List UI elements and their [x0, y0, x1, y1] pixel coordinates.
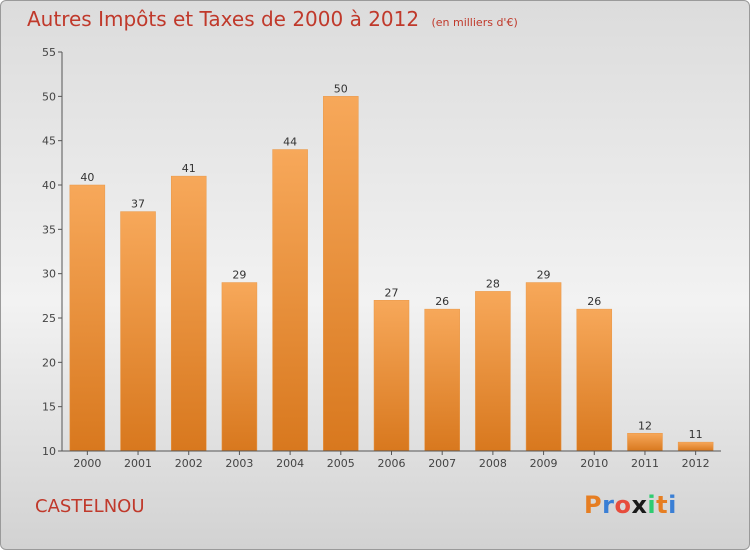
x-tick-label: 2007	[428, 457, 456, 470]
data-label-2002: 41	[182, 162, 196, 175]
y-axis: 10 15 20 25 30 35 40 45 50 55	[42, 46, 63, 458]
data-label-2003: 29	[232, 269, 246, 282]
bar-2009	[525, 282, 562, 452]
data-label-2006: 27	[385, 286, 399, 299]
y-tick-label: 25	[42, 312, 56, 325]
y-tick-label: 45	[42, 135, 56, 148]
y-tick-label: 50	[42, 90, 56, 103]
y-tick-label: 10	[42, 445, 56, 458]
data-label-2001: 37	[131, 198, 145, 211]
data-label-2005: 50	[334, 82, 348, 95]
commune-name: CASTELNOU	[35, 496, 145, 517]
data-label-2009: 29	[537, 269, 551, 282]
x-tick-label: 2012	[682, 457, 710, 470]
data-label-2011: 12	[638, 419, 652, 432]
x-tick-label: 2000	[73, 457, 101, 470]
y-tick-label: 35	[42, 223, 56, 236]
x-tick-label: 2003	[225, 457, 253, 470]
unit-label: (en milliers d'€)	[431, 16, 518, 29]
bar-2000	[69, 184, 106, 452]
chart-title: Autres Impôts et Taxes de 2000 à 2012 (e…	[27, 7, 518, 31]
x-tick-label: 2002	[175, 457, 203, 470]
x-tick-label: 2009	[530, 457, 558, 470]
bar-2006	[373, 300, 410, 452]
data-label-2007: 26	[435, 295, 449, 308]
bar-2003	[221, 282, 258, 452]
logo-letter: o	[614, 491, 632, 519]
proxiti-logo[interactable]: Proxiti	[584, 491, 677, 519]
x-axis: 2000 2001 2002 2003 2004 2005 2006 2007 2008 2009…	[62, 450, 721, 470]
x-tick-label: 2011	[631, 457, 659, 470]
y-tick-label: 40	[42, 179, 56, 192]
x-tick-label: 2004	[276, 457, 304, 470]
logo-letter: t	[656, 491, 669, 519]
data-label-2008: 28	[486, 277, 500, 290]
bar-2012	[677, 441, 714, 452]
x-tick-label: 2001	[124, 457, 152, 470]
data-label-2000: 40	[80, 171, 94, 184]
logo-letter: i	[668, 491, 677, 519]
x-tick-label: 2005	[327, 457, 355, 470]
data-label-2004: 44	[283, 136, 297, 149]
y-tick-label: 15	[42, 401, 56, 414]
y-tick-label: 30	[42, 268, 56, 281]
bar-2005	[323, 96, 359, 452]
bar-2007	[424, 308, 460, 452]
bar-2001	[120, 211, 156, 452]
title-text: Autres Impôts et Taxes de 2000 à 2012	[27, 7, 420, 31]
logo-letter: x	[631, 491, 648, 519]
x-tick-label: 2006	[378, 457, 406, 470]
x-tick-label: 2010	[580, 457, 608, 470]
logo-letter: r	[602, 491, 615, 519]
data-label-2010: 26	[587, 295, 601, 308]
bar-2011	[627, 433, 663, 452]
logo-letter: P	[584, 491, 603, 519]
x-tick-label: 2008	[479, 457, 507, 470]
y-tick-label: 20	[42, 356, 56, 369]
bar-2010	[576, 308, 613, 452]
bars-group: 40 37 41 29 44 50 27 26 28 29 26 12 11	[69, 82, 714, 452]
bar-2002	[170, 175, 207, 452]
logo-letter: i	[647, 491, 657, 519]
bar-2004	[272, 149, 308, 452]
y-tick-label: 55	[42, 46, 56, 59]
bar-2008	[475, 291, 511, 452]
data-label-2012: 11	[689, 428, 703, 441]
